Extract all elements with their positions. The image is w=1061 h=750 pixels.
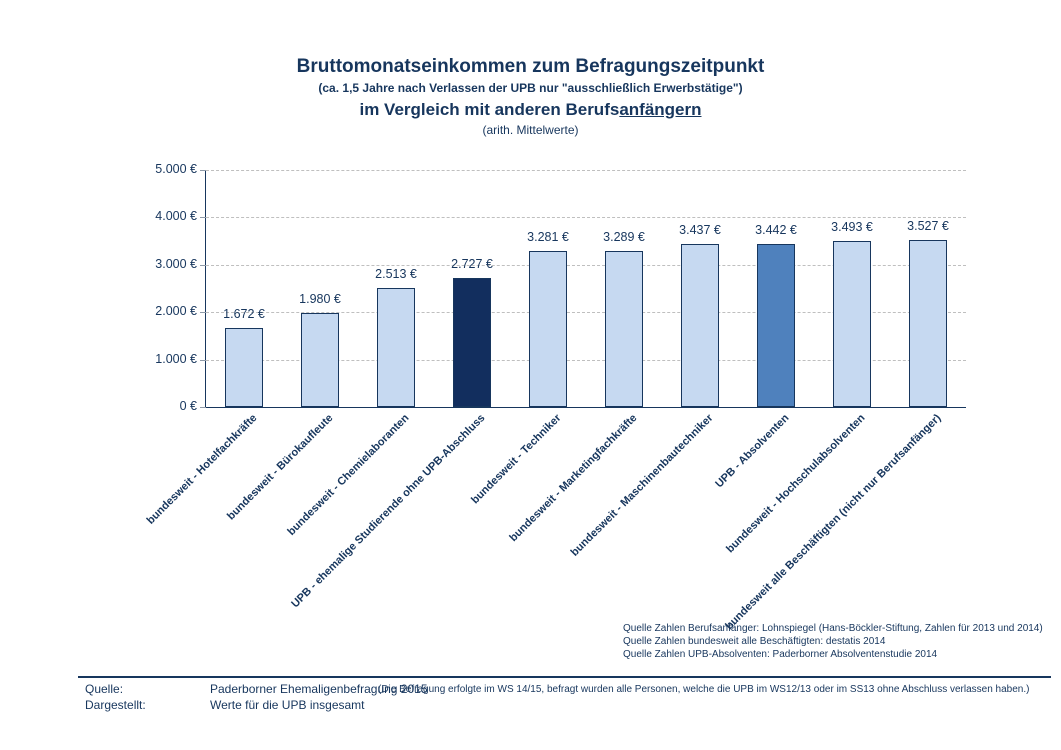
footer-divider (78, 676, 1051, 678)
gridline (206, 312, 966, 313)
bar-value-label: 3.493 € (831, 220, 873, 234)
source-notes: Quelle Zahlen Berufsanfänger: Lohnspiege… (623, 622, 1043, 661)
bar-6 (605, 251, 643, 407)
chart-subtitle-1: (ca. 1,5 Jahre nach Verlassen der UPB nu… (318, 81, 743, 95)
bar-2 (301, 313, 339, 407)
gridline (206, 265, 966, 266)
gridline (206, 360, 966, 361)
bar-10 (909, 240, 947, 407)
chart-subtitle-2-underlined: anfängern (619, 100, 702, 119)
y-axis-tick (200, 407, 206, 408)
y-axis-tick (200, 265, 206, 266)
gridline (206, 217, 966, 218)
bar-9 (833, 241, 871, 407)
bar-value-label: 3.281 € (527, 230, 569, 244)
y-axis-label: 5.000 € (155, 162, 197, 176)
x-axis-labels: bundesweit - Hotelfachkräfte bundesweit -… (145, 412, 965, 657)
footer-quelle-note: (Die Befragung erfolgte im WS 14/15, bef… (378, 684, 1030, 695)
bar-4 (453, 278, 491, 407)
y-axis-tick (200, 170, 206, 171)
y-axis: 0 € 1.000 € 2.000 € 3.000 € 4.000 € 5.000 € (95, 162, 197, 413)
y-axis-label: 2.000 € (155, 304, 197, 318)
footer-quelle-label: Quelle: (85, 682, 124, 696)
bar-value-label: 3.289 € (603, 230, 645, 244)
y-axis-label: 0 € (179, 399, 197, 413)
y-axis-label: 4.000 € (155, 209, 197, 223)
source-note-2: Quelle Zahlen bundesweit alle Beschäftig… (623, 636, 886, 647)
bar-value-label: 3.442 € (755, 223, 797, 237)
bar-3 (377, 288, 415, 407)
y-axis-label: 3.000 € (155, 257, 197, 271)
bar-7 (681, 244, 719, 407)
y-axis-tick (200, 312, 206, 313)
chart-title: Bruttomonatseinkommen zum Befragungszeit… (296, 56, 765, 77)
bar-value-label: 1.980 € (299, 292, 341, 306)
bar-value-label: 1.672 € (223, 307, 265, 321)
footer-dargestellt-label: Dargestellt: (85, 698, 146, 712)
chart-subtitle-2-prefix: im Vergleich mit anderen Berufs (359, 100, 620, 119)
chart-subtitle-2: im Vergleich mit anderen Berufsanfängern (0, 100, 1061, 120)
footer-dargestellt-value: Werte für die UPB insgesamt (210, 698, 365, 712)
y-axis-tick (200, 217, 206, 218)
bar-value-label: 3.527 € (907, 219, 949, 233)
y-axis-label: 1.000 € (155, 352, 197, 366)
plot-area: 1.672 € 1.980 € 2.513 € 2.727 € 3.281 € 3.289… (200, 170, 966, 408)
y-axis-tick (200, 360, 206, 361)
bar-1 (225, 328, 263, 407)
source-note-1: Quelle Zahlen Berufsanfänger: Lohnspiege… (623, 623, 1043, 634)
bar-value-label: 3.437 € (679, 223, 721, 237)
title-block: Bruttomonatseinkommen zum Befragungszeit… (0, 56, 1061, 137)
source-note-3: Quelle Zahlen UPB-Absolventen: Paderborn… (623, 649, 938, 660)
bar-5 (529, 251, 567, 407)
bar-value-label: 2.727 € (451, 257, 493, 271)
bar-value-label: 2.513 € (375, 267, 417, 281)
bar-8 (757, 244, 795, 407)
chart-subtitle-3: (arith. Mittelwerte) (482, 123, 579, 137)
footer-quelle-value: Paderborner Ehemaligenbefragung 2015 (210, 682, 428, 696)
gridline (206, 170, 966, 171)
